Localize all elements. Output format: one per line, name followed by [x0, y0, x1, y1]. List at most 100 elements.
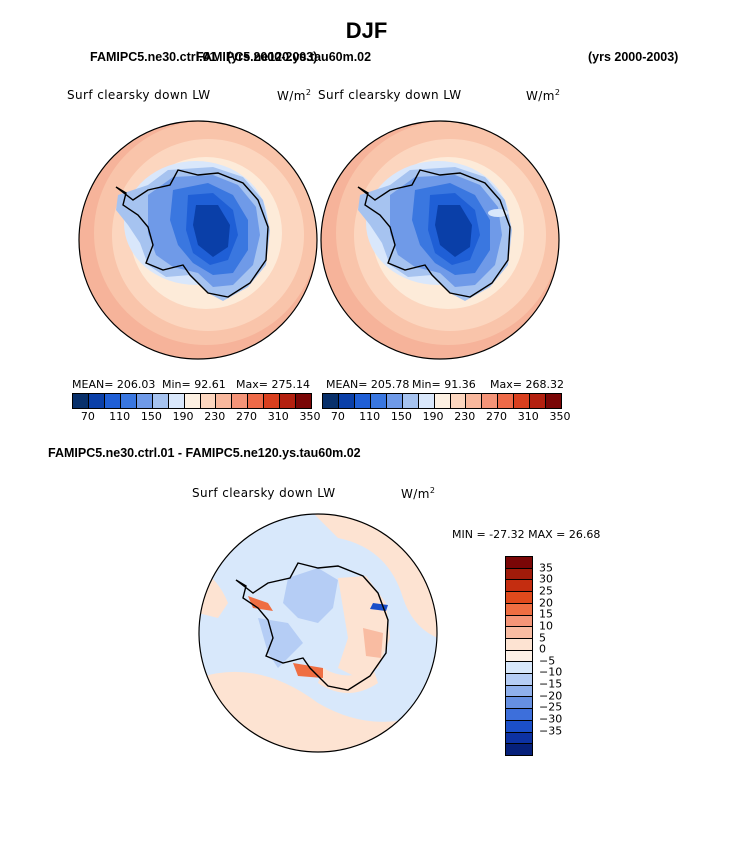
- colorbar-tick-label: 270: [236, 410, 258, 423]
- colorbar-box: [506, 592, 532, 604]
- panel2-colorbar-ticks: 70 110 150 190 230 270 310 350: [322, 410, 571, 424]
- colorbar-box: [506, 697, 532, 710]
- case-label-left: FAMIPC5.ne30.ctrl.01: [90, 50, 217, 64]
- diff-map: [198, 513, 438, 753]
- colorbar-tick-label: 150: [140, 410, 162, 423]
- colorbar-box: [386, 394, 403, 408]
- colorbar-box: [338, 394, 355, 408]
- colorbar-box: [120, 394, 137, 408]
- colorbar-tick-label: 35: [539, 561, 553, 575]
- panel1-variable: Surf clearsky down LW: [67, 88, 211, 102]
- case-label-left-overlap: FAMIPC5.ne120.ys.tau60m.02: [196, 50, 372, 64]
- colorbar-tick-label: 70: [80, 410, 95, 423]
- colorbar-tick-label: 230: [204, 410, 226, 423]
- panel1-max: Max= 275.14: [236, 378, 310, 391]
- colorbar-tick-label: 350: [549, 410, 571, 423]
- panel2-units: W/m2: [526, 88, 561, 103]
- colorbar-tick-label: 30: [539, 572, 553, 586]
- plot-title: DJF: [345, 18, 388, 43]
- colorbar-box: [514, 394, 531, 408]
- colorbar-tick-label: 70: [330, 410, 345, 423]
- colorbar-box: [402, 394, 419, 408]
- colorbar-tick-label: 190: [422, 410, 444, 423]
- colorbar-tick-label: 5: [539, 631, 546, 645]
- colorbar-box: [506, 709, 532, 721]
- colorbar-box: [434, 394, 451, 408]
- years-label-right: (yrs 2000-2003): [588, 50, 679, 64]
- colorbar-box: [506, 720, 532, 733]
- diff-header: FAMIPC5.ne30.ctrl.01 - FAMIPC5.ne120.ys.…: [48, 446, 361, 460]
- colorbar-box: [88, 394, 105, 408]
- colorbar-tick-label: 190: [172, 410, 194, 423]
- colorbar-tick-label: 310: [517, 410, 539, 423]
- colorbar-box: [450, 394, 467, 408]
- colorbar-tick-label: 25: [539, 584, 553, 598]
- panel2-max: Max= 268.32: [490, 378, 564, 391]
- colorbar-box: [506, 603, 532, 616]
- colorbar-box: [354, 394, 371, 408]
- panel2-min: Min= 91.36: [412, 378, 476, 391]
- panel1-units: W/m2: [277, 88, 312, 103]
- colorbar-box: [506, 580, 532, 593]
- colorbar-box: [264, 394, 281, 408]
- colorbar-box: [152, 394, 169, 408]
- years-label-left: (yrs 2000-2003): [227, 50, 318, 64]
- colorbar-tick-label: 310: [267, 410, 289, 423]
- colorbar-box: [506, 650, 532, 663]
- colorbar-tick-label: 110: [359, 410, 381, 423]
- colorbar-box: [296, 394, 312, 408]
- colorbar-box: [418, 394, 435, 408]
- colorbar-tick-label: 230: [454, 410, 476, 423]
- colorbar-box: [104, 394, 121, 408]
- colorbar-tick-label: 270: [486, 410, 508, 423]
- colorbar-tick-label: 15: [539, 607, 553, 621]
- colorbar-tick-label: −20: [539, 689, 563, 703]
- colorbar-box: [506, 638, 532, 651]
- panel1-min: Min= 92.61: [162, 378, 226, 391]
- colorbar-tick-label: 150: [390, 410, 412, 423]
- diff-minmax: MIN = -27.32 MAX = 26.68: [452, 528, 601, 541]
- colorbar-tick-label: −30: [539, 712, 563, 726]
- colorbar-box: [506, 615, 532, 628]
- panel1-colorbar-ticks: 70 110 150 190 230 270 310 350: [72, 410, 321, 424]
- colorbar-tick-label: −10: [539, 665, 563, 679]
- colorbar-box: [216, 394, 233, 408]
- colorbar-tick-label: −5: [539, 654, 556, 668]
- colorbar-box: [506, 557, 532, 569]
- colorbar-tick-label: −25: [539, 700, 563, 714]
- colorbar-box: [136, 394, 153, 408]
- colorbar-box: [506, 568, 532, 581]
- colorbar-box: [168, 394, 185, 408]
- diff-variable: Surf clearsky down LW: [192, 486, 336, 500]
- diff-colorbar: [505, 556, 533, 756]
- colorbar-box: [466, 394, 483, 408]
- colorbar-box: [546, 394, 562, 408]
- colorbar-tick-label: 350: [299, 410, 321, 423]
- colorbar-box: [370, 394, 387, 408]
- colorbar-box: [323, 394, 339, 408]
- colorbar-tick-label: 110: [109, 410, 131, 423]
- colorbar-tick-label: 20: [539, 596, 553, 610]
- colorbar-tick-label: 10: [539, 619, 553, 633]
- panel2-map: [320, 120, 560, 360]
- colorbar-tick-label: 0: [539, 642, 546, 656]
- colorbar-box: [73, 394, 89, 408]
- colorbar-box: [530, 394, 547, 408]
- panel2-mean: MEAN= 205.78: [326, 378, 410, 391]
- colorbar-box: [498, 394, 515, 408]
- colorbar-box: [280, 394, 297, 408]
- colorbar-box: [184, 394, 201, 408]
- colorbar-box: [482, 394, 499, 408]
- colorbar-tick-label: −35: [539, 724, 563, 738]
- diff-units: W/m2: [401, 486, 436, 501]
- colorbar-box: [232, 394, 249, 408]
- colorbar-tick-label: −15: [539, 677, 563, 691]
- panel1-colorbar: [72, 393, 312, 409]
- colorbar-box: [200, 394, 217, 408]
- colorbar-box: [506, 662, 532, 675]
- panel1-mean: MEAN= 206.03: [72, 378, 156, 391]
- diff-colorbar-ticks: 35 30 25 20 15 10 5 0 −5 −10 −15 −20 −25 −30 −35: [539, 556, 579, 754]
- panel1-map: [78, 120, 318, 360]
- panel2-colorbar: [322, 393, 562, 409]
- colorbar-box: [506, 627, 532, 639]
